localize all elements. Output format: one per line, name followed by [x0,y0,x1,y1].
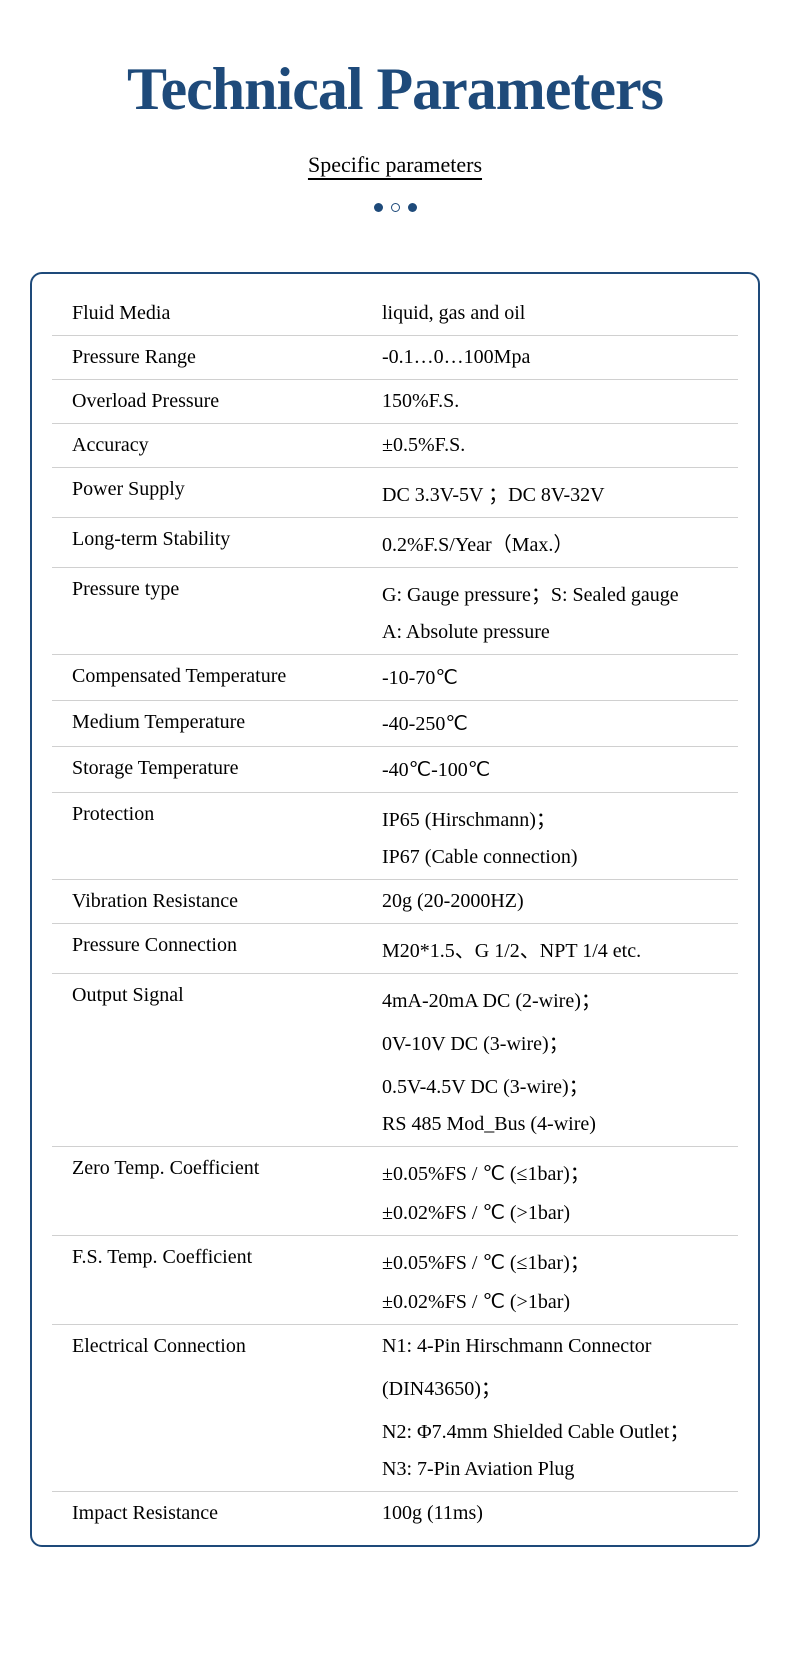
dot-open-icon [391,203,400,212]
param-value-line: 100g (11ms) [382,1502,718,1525]
param-row: Pressure ConnectionM20*1.5、G 1/2、NPT 1/4… [52,924,738,974]
param-label: Accuracy [72,434,382,457]
param-row: Electrical ConnectionN1: 4-Pin Hirschman… [52,1325,738,1492]
param-row: Impact Resistance100g (11ms) [52,1492,738,1535]
param-row: Long-term Stability0.2%F.S/Year（Max.） [52,518,738,568]
param-value: -40-250℃ [382,711,718,736]
param-label: Storage Temperature [72,757,382,782]
param-value: IP65 (Hirschmann)； IP67 (Cable connection… [382,803,718,869]
param-value: ±0.05%FS / ℃ (≤1bar)； ±0.02%FS / ℃ (>1bar… [382,1246,718,1314]
param-value-line: DC 3.3V-5V ；DC 8V-32V [382,478,718,507]
param-value: 100g (11ms) [382,1502,718,1525]
param-label: Zero Temp. Coefficient [72,1157,382,1225]
param-label: Pressure type [72,578,382,644]
param-row: Vibration Resistance20g (20-2000HZ) [52,880,738,924]
param-label: Pressure Range [72,346,382,369]
param-label: Power Supply [72,478,382,507]
param-value-line: -40℃-100℃ [382,757,718,782]
param-label: F.S. Temp. Coefficient [72,1246,382,1314]
param-label: Impact Resistance [72,1502,382,1525]
param-label: Output Signal [72,984,382,1136]
param-value: 4mA-20mA DC (2-wire)； 0V-10V DC (3-wire)；… [382,984,718,1136]
param-row: Overload Pressure150%F.S. [52,380,738,424]
param-value: ±0.5%F.S. [382,434,718,457]
param-value-line: ±0.02%FS / ℃ (>1bar) [382,1200,718,1225]
param-value: G: Gauge pressure；S: Sealed gauge A: Abso… [382,578,718,644]
param-value: -10-70℃ [382,665,718,690]
dot-filled-icon [374,203,383,212]
param-value-line: G: Gauge pressure；S: Sealed gauge [382,578,718,607]
param-value-line: 150%F.S. [382,390,718,413]
param-value-line: 4mA-20mA DC (2-wire)； [382,984,718,1013]
param-label: Overload Pressure [72,390,382,413]
param-value-line: liquid, gas and oil [382,302,718,325]
param-row: Pressure Range-0.1…0…100Mpa [52,336,738,380]
param-label: Long-term Stability [72,528,382,557]
dot-filled-icon [408,203,417,212]
dots-indicator [0,203,790,212]
param-label: Medium Temperature [72,711,382,736]
param-row: Compensated Temperature-10-70℃ [52,655,738,701]
param-value: N1: 4-Pin Hirschmann Connector (DIN43650)… [382,1335,718,1481]
param-value-line: 20g (20-2000HZ) [382,890,718,913]
param-label: Fluid Media [72,302,382,325]
param-label: Vibration Resistance [72,890,382,913]
param-value: ±0.05%FS / ℃ (≤1bar)； ±0.02%FS / ℃ (>1bar… [382,1157,718,1225]
param-value: 20g (20-2000HZ) [382,890,718,913]
param-row: Medium Temperature-40-250℃ [52,701,738,747]
param-value-line: 0V-10V DC (3-wire)； [382,1027,718,1056]
param-value-line: IP67 (Cable connection) [382,846,718,869]
param-value: -40℃-100℃ [382,757,718,782]
param-value-line: (DIN43650)； [382,1372,718,1401]
param-row: Fluid Medialiquid, gas and oil [52,292,738,336]
param-value: -0.1…0…100Mpa [382,346,718,369]
parameters-box: Fluid Medialiquid, gas and oilPressure R… [30,272,760,1547]
param-row: Accuracy±0.5%F.S. [52,424,738,468]
param-row: Output Signal4mA-20mA DC (2-wire)； 0V-10V… [52,974,738,1147]
param-value-line: ±0.05%FS / ℃ (≤1bar)； [382,1246,718,1275]
param-value-line: 0.5V-4.5V DC (3-wire)； [382,1070,718,1099]
param-row: F.S. Temp. Coefficient±0.05%FS / ℃ (≤1ba… [52,1236,738,1325]
param-value-line: ±0.02%FS / ℃ (>1bar) [382,1289,718,1314]
param-value: M20*1.5、G 1/2、NPT 1/4 etc. [382,934,718,963]
main-title: Technical Parameters [0,55,790,124]
param-row: Power SupplyDC 3.3V-5V ；DC 8V-32V [52,468,738,518]
param-row: ProtectionIP65 (Hirschmann)； IP67 (Cable … [52,793,738,880]
subtitle: Specific parameters [0,152,790,178]
param-label: Compensated Temperature [72,665,382,690]
param-value: liquid, gas and oil [382,302,718,325]
param-row: Zero Temp. Coefficient±0.05%FS / ℃ (≤1ba… [52,1147,738,1236]
param-label: Electrical Connection [72,1335,382,1481]
param-value-line: ±0.5%F.S. [382,434,718,457]
param-value-line: -10-70℃ [382,665,718,690]
param-value: DC 3.3V-5V ；DC 8V-32V [382,478,718,507]
param-value-line: 0.2%F.S/Year（Max.） [382,528,718,557]
param-value-line: ±0.05%FS / ℃ (≤1bar)； [382,1157,718,1186]
param-value: 150%F.S. [382,390,718,413]
param-label: Pressure Connection [72,934,382,963]
param-value-line: N2: Φ7.4mm Shielded Cable Outlet； [382,1415,718,1444]
param-value-line: N1: 4-Pin Hirschmann Connector [382,1335,718,1358]
param-value-line: -40-250℃ [382,711,718,736]
param-label: Protection [72,803,382,869]
param-value-line: N3: 7-Pin Aviation Plug [382,1458,718,1481]
param-row: Storage Temperature-40℃-100℃ [52,747,738,793]
param-value: 0.2%F.S/Year（Max.） [382,528,718,557]
param-value-line: A: Absolute pressure [382,621,718,644]
param-value-line: -0.1…0…100Mpa [382,346,718,369]
param-value-line: IP65 (Hirschmann)； [382,803,718,832]
param-row: Pressure typeG: Gauge pressure；S: Sealed… [52,568,738,655]
param-value-line: RS 485 Mod_Bus (4-wire) [382,1113,718,1136]
param-value-line: M20*1.5、G 1/2、NPT 1/4 etc. [382,934,718,963]
